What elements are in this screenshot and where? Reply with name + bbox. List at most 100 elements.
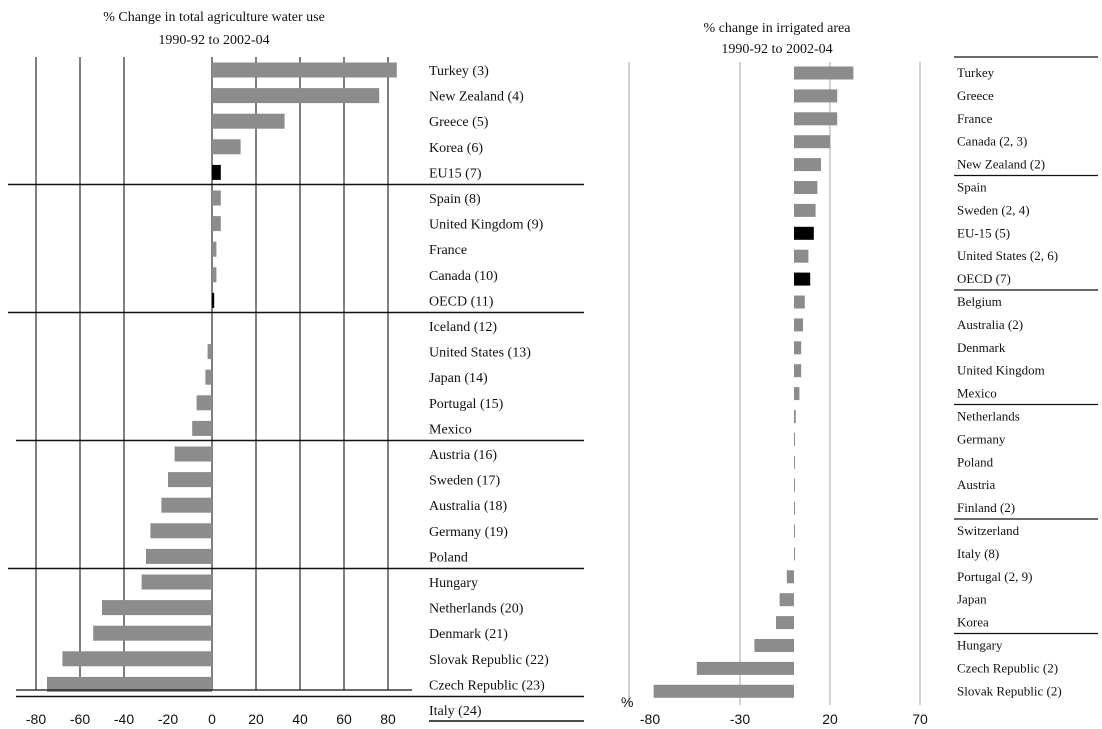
left-category-label: Mexico (429, 422, 472, 437)
left-x-tick-label: 80 (380, 711, 396, 727)
right-category-label: Finland (2) (957, 500, 1015, 515)
left-bar (168, 472, 212, 488)
right-bar (794, 410, 796, 423)
left-x-tick-label: 0 (208, 711, 216, 727)
right-bar (653, 684, 794, 698)
left-category-label: Czech Republic (23) (429, 678, 545, 693)
right-bar (794, 478, 795, 492)
left-category-label: United Kingdom (9) (429, 218, 544, 233)
left-bar (62, 651, 213, 667)
right-bar (794, 295, 805, 309)
right-bar (794, 547, 795, 561)
right-bar (779, 593, 794, 607)
right-category-label: Germany (957, 431, 1006, 446)
right-bar (794, 272, 811, 286)
left-category-label: Canada (10) (429, 269, 498, 284)
left-category-label: France (429, 243, 467, 258)
right-category-label: Canada (2, 3) (957, 134, 1027, 149)
left-bar (212, 292, 215, 308)
left-x-tick-label: 40 (292, 711, 308, 727)
right-bar (794, 318, 803, 332)
right-bar (794, 501, 795, 515)
right-category-label: Belgium (957, 294, 1002, 309)
left-bar (212, 88, 380, 104)
left-category-label: Spain (8) (429, 192, 481, 207)
right-bar (794, 203, 816, 217)
left-x-tick-label: -60 (70, 711, 90, 727)
right-category-label: OECD (7) (957, 271, 1011, 286)
right-category-label: United States (2, 6) (957, 248, 1058, 263)
left-category-label: United States (13) (429, 346, 531, 361)
left-category-label: Poland (429, 550, 468, 565)
right-category-label: Switzerland (957, 523, 1020, 538)
left-bar (196, 395, 212, 411)
right-category-label: Mexico (957, 386, 997, 401)
right-bar (794, 455, 795, 469)
left-category-label: Hungary (429, 576, 478, 591)
right-bar (794, 432, 795, 446)
right-chart-unit-label: % (621, 694, 633, 710)
left-bar (212, 139, 241, 155)
right-x-tick-label: -80 (640, 711, 660, 727)
left-bar (207, 344, 212, 360)
right-category-label: Greece (957, 88, 994, 103)
left-x-tick-label: -20 (158, 711, 178, 727)
left-bar (174, 446, 212, 462)
left-category-label: Iceland (12) (429, 320, 497, 335)
right-bar (754, 639, 794, 652)
right-category-label: New Zealand (2) (957, 157, 1045, 172)
right-bar (794, 387, 800, 401)
left-category-label: Portugal (15) (429, 397, 504, 412)
right-category-label: United Kingdom (957, 363, 1045, 378)
right-category-label: Slovak Republic (2) (957, 683, 1062, 698)
left-category-label: Denmark (21) (429, 627, 508, 642)
left-category-label: Australia (18) (429, 499, 507, 514)
left-bar (150, 523, 212, 539)
right-category-label: Poland (957, 454, 994, 469)
left-bar (212, 216, 221, 232)
left-category-label: Korea (6) (429, 141, 483, 156)
right-bar (794, 249, 809, 263)
right-category-label: Turkey (957, 65, 995, 80)
right-bar (794, 66, 854, 80)
right-category-label: Portugal (2, 9) (957, 569, 1032, 584)
right-x-tick-label: 20 (822, 711, 838, 727)
left-bar (192, 420, 212, 436)
right-category-label: Australia (2) (957, 317, 1023, 332)
right-chart-title-line1: % change in irrigated area (704, 21, 852, 36)
right-category-label: France (957, 111, 993, 126)
right-bar (696, 661, 794, 675)
left-bar (212, 62, 397, 78)
right-category-label: Japan (957, 592, 987, 607)
left-category-label: OECD (11) (429, 294, 494, 309)
right-x-tick-label: 70 (912, 711, 928, 727)
left-x-tick-label: -40 (114, 711, 134, 727)
left-bar (212, 190, 221, 206)
left-category-label: Sweden (17) (429, 474, 500, 489)
right-category-label: EU-15 (5) (957, 225, 1010, 240)
right-bar (776, 616, 794, 630)
right-category-label: Netherlands (957, 409, 1020, 424)
left-category-label: Netherlands (20) (429, 602, 524, 617)
left-bar (93, 625, 212, 641)
right-category-label: Czech Republic (2) (957, 660, 1058, 675)
left-x-tick-label: -80 (26, 711, 46, 727)
left-bar (146, 548, 212, 564)
right-category-label: Spain (957, 180, 987, 195)
left-category-label: Japan (14) (429, 371, 488, 386)
right-bar (794, 135, 830, 149)
right-bar (794, 181, 818, 194)
right-bar (794, 364, 802, 378)
left-category-label: Germany (19) (429, 525, 508, 540)
right-bar (794, 524, 795, 538)
left-category-label: EU15 (7) (429, 166, 482, 181)
right-bar (794, 112, 838, 126)
left-chart-title-line1: % Change in total agriculture water use (103, 10, 325, 25)
left-bar (212, 241, 217, 257)
right-category-label: Hungary (957, 638, 1003, 653)
left-category-label: New Zealand (4) (429, 90, 524, 105)
left-category-label: Greece (5) (429, 115, 489, 130)
right-category-label: Italy (8) (957, 546, 999, 561)
left-bar (47, 676, 212, 692)
